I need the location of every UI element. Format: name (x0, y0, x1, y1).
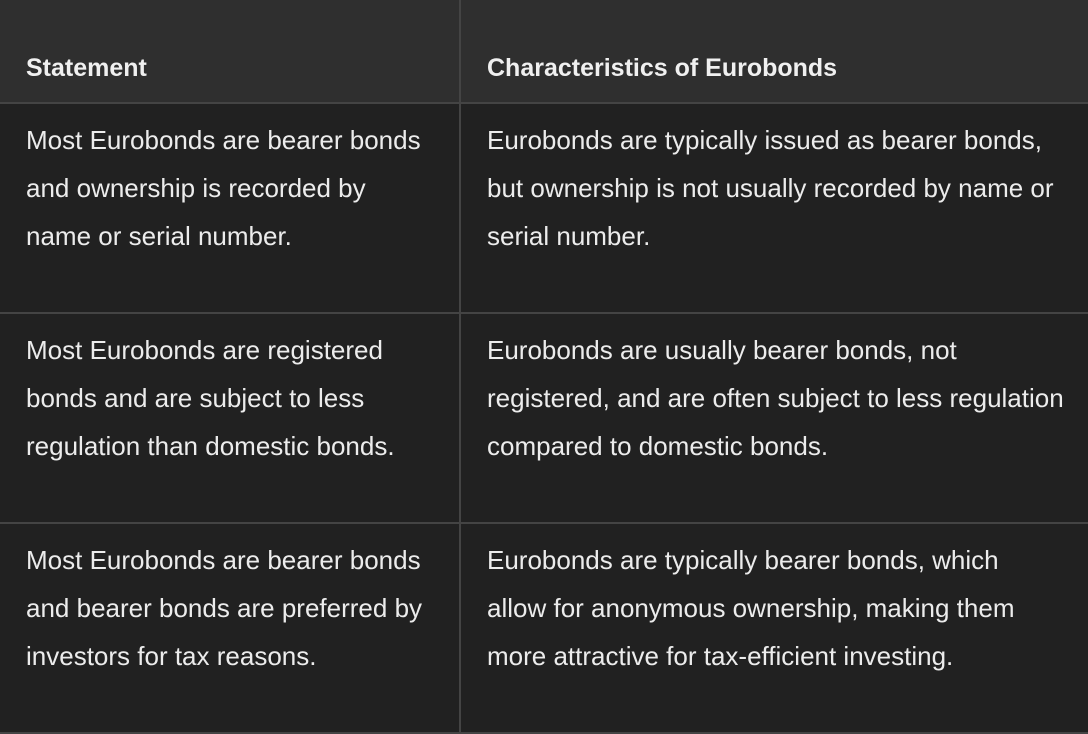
statement-cell: Most Eurobonds are bearer bonds and bear… (0, 522, 461, 734)
characteristics-cell: Eurobonds are typically bearer bonds, wh… (459, 522, 1088, 734)
table-row: Most Eurobonds are bearer bonds and owne… (0, 102, 1088, 314)
statement-cell: Most Eurobonds are registered bonds and … (0, 312, 461, 524)
characteristics-cell: Eurobonds are typically issued as bearer… (459, 102, 1088, 314)
characteristics-cell: Eurobonds are usually bearer bonds, not … (459, 312, 1088, 524)
table-row: Most Eurobonds are registered bonds and … (0, 312, 1088, 524)
header-characteristics: Characteristics of Eurobonds (459, 0, 1088, 104)
statement-cell: Most Eurobonds are bearer bonds and owne… (0, 102, 461, 314)
table-row: Most Eurobonds are bearer bonds and bear… (0, 522, 1088, 734)
table-header-row: Statement Characteristics of Eurobonds (0, 0, 1088, 104)
header-statement: Statement (0, 0, 461, 104)
